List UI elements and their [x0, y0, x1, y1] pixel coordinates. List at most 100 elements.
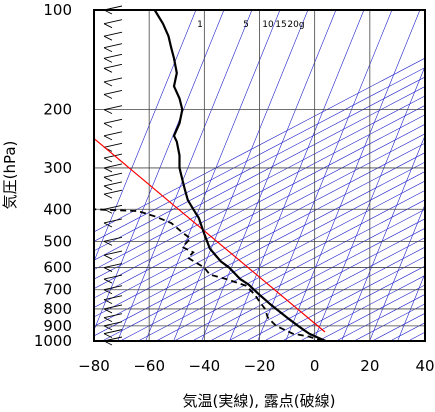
wind-barb-staff — [103, 142, 123, 148]
x-tick-labels: −80 −60 −40 −20 0 20 40 — [78, 357, 434, 375]
temperature-line — [153, 10, 327, 341]
y-tick-label: 500 — [43, 232, 72, 250]
wind-barb-staff — [103, 53, 123, 59]
wind-barb-staff — [103, 131, 123, 137]
wind-barb-staff — [103, 63, 123, 69]
wind-barb-staff — [103, 218, 123, 224]
wind-barb-staff — [103, 204, 123, 210]
x-tick-label: 40 — [415, 357, 434, 375]
x-tick-label: 0 — [310, 357, 320, 375]
dewpoint-line — [94, 208, 324, 341]
wind-barb-staff — [103, 321, 123, 327]
isotherm-line — [257, 10, 393, 341]
isotherm-line — [229, 10, 365, 341]
dry-adiabat-line — [101, 171, 425, 341]
dry-adiabat-line — [94, 95, 425, 271]
wind-barb-flag — [103, 278, 113, 284]
mixing-ratio-label: 5 — [243, 20, 249, 30]
isotherm-line — [117, 10, 253, 341]
wind-barb-staff — [103, 285, 123, 291]
wind-barb-flag — [103, 299, 113, 305]
wind-barb-staff — [103, 295, 123, 301]
mixing-ratio-labels: 1 5 10 15 20g — [197, 20, 304, 30]
isotherm-line — [285, 10, 421, 341]
dry-adiabat-line — [389, 322, 425, 341]
wind-barb-flag — [103, 240, 113, 246]
x-tick-label: −80 — [78, 357, 110, 375]
isotherm-line — [173, 10, 309, 341]
wind-barb-flag — [103, 81, 113, 87]
isotherm-line — [313, 65, 425, 341]
wind-barb-flag — [103, 185, 113, 191]
wind-barb-staff — [103, 118, 123, 124]
wind-barb-staff — [103, 31, 123, 37]
wind-barb-flag — [103, 317, 113, 323]
wind-barb-flag — [103, 157, 113, 163]
y-tick-label: 700 — [43, 281, 72, 299]
isotherm-line — [201, 10, 337, 341]
wind-barb-flag — [103, 57, 113, 63]
isotherm-line — [397, 272, 425, 341]
isotherm-line — [341, 134, 425, 341]
wind-barb-staff — [103, 263, 123, 269]
wind-barb-flag — [103, 254, 113, 260]
grid-lines — [94, 9, 425, 342]
wind-barb-staff — [103, 274, 123, 280]
dry-adiabat-line — [94, 86, 425, 261]
wind-barb-flag — [103, 135, 113, 141]
wind-barb-flag — [103, 267, 113, 272]
wind-barb-staff — [103, 329, 123, 335]
wind-barb-flag — [103, 325, 113, 331]
dry-adiabat-line — [94, 67, 425, 242]
y-tick-label: 400 — [43, 200, 72, 218]
parcel-line — [94, 137, 326, 333]
wind-barb-flag — [103, 193, 113, 199]
wind-barb-staff — [103, 153, 123, 159]
x-tick-label: −40 — [189, 357, 221, 375]
wind-barb-flag — [103, 109, 113, 115]
dry-adiabat-line — [390, 0, 435, 360]
wind-barb-flag — [103, 176, 113, 182]
wind-barb-staff — [103, 181, 123, 187]
sounding-series — [94, 10, 327, 341]
dry-adiabat-line — [94, 114, 425, 289]
wind-barb-flag — [103, 222, 113, 228]
wind-barb-staff — [103, 250, 123, 256]
wind-barb-staff — [103, 304, 123, 310]
wind-barb-flag — [103, 167, 113, 173]
wind-barb-staff — [103, 236, 123, 242]
isotherm-line — [94, 10, 197, 263]
y-tick-label: 200 — [43, 101, 72, 119]
wind-barb-staff — [103, 313, 123, 319]
mixing-ratio-label: 1 — [197, 20, 203, 30]
wind-barb-flag — [103, 35, 113, 41]
y-tick-label: 300 — [43, 159, 72, 177]
wind-barb-flag — [103, 94, 113, 99]
wind-barb-staff — [103, 163, 123, 169]
wind-barb-flag — [103, 122, 113, 128]
y-tick-label: 800 — [43, 300, 72, 318]
x-tick-label: −20 — [244, 357, 276, 375]
dry-adiabat-line — [209, 227, 425, 341]
wind-barb-staff — [103, 105, 123, 111]
dry-adiabat-line — [94, 105, 425, 280]
wind-barb-flag — [103, 333, 113, 339]
plot-frame — [93, 9, 426, 342]
isotherm-line — [369, 203, 425, 341]
dry-adiabat-line — [426, 0, 435, 360]
y-tick-label: 100 — [43, 1, 72, 19]
y-axis-title: 気圧(hPa) — [1, 141, 19, 210]
wind-barb-staff — [103, 77, 123, 83]
mixing-ratio-label: 20g — [287, 20, 304, 30]
x-tick-label: 20 — [360, 357, 379, 375]
dry-adiabat-line — [353, 303, 425, 341]
isotherm-line — [145, 10, 281, 341]
wind-barb-flag — [103, 289, 113, 295]
wind-barb-flag — [103, 308, 113, 314]
y-tick-label: 1000 — [34, 332, 72, 350]
wind-barb-staff — [103, 189, 123, 195]
y-tick-label: 900 — [43, 317, 72, 335]
y-tick-label: 600 — [43, 259, 72, 277]
